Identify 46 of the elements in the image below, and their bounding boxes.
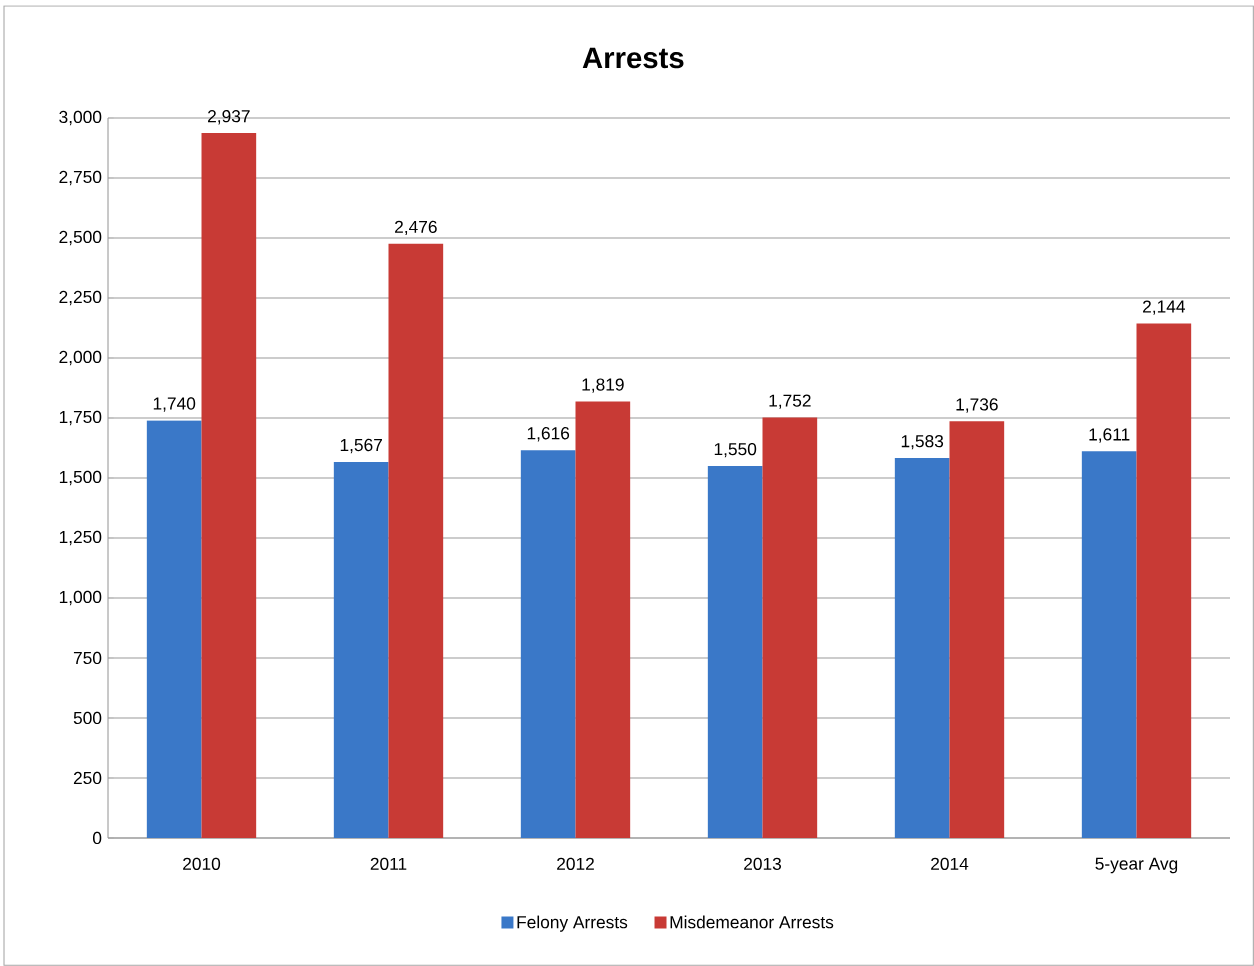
bar bbox=[333, 461, 389, 838]
data-label: 2,476 bbox=[395, 220, 437, 236]
y-tick-label: 250 bbox=[73, 771, 102, 785]
data-label: 1,567 bbox=[340, 438, 382, 454]
y-tick-label: 2,500 bbox=[59, 230, 102, 246]
x-tick-label: 2010 bbox=[183, 857, 221, 870]
data-label: 1,752 bbox=[769, 394, 811, 409]
x-tick-label: 2011 bbox=[370, 857, 407, 870]
data-label: 1,616 bbox=[527, 427, 570, 442]
bar bbox=[520, 450, 576, 838]
data-label: 1,611 bbox=[1089, 428, 1130, 443]
x-tick-label: 2014 bbox=[931, 857, 969, 870]
bar bbox=[575, 401, 631, 838]
y-tick-label: 750 bbox=[73, 651, 102, 665]
chart-title: Arrests bbox=[582, 47, 684, 69]
legend-label: Felony Arrests bbox=[517, 915, 628, 932]
legend-label: Misdemeanor Arrests bbox=[670, 915, 834, 929]
bar bbox=[1136, 323, 1192, 838]
y-tick-label: 2,250 bbox=[59, 290, 102, 306]
bar bbox=[707, 465, 763, 838]
data-label: 2,937 bbox=[208, 110, 250, 125]
y-tick-label: 1,500 bbox=[59, 470, 102, 486]
y-tick-label: 2,000 bbox=[59, 350, 102, 366]
y-tick-label: 500 bbox=[73, 711, 102, 725]
bar bbox=[1081, 451, 1137, 838]
x-tick-label: 5-year Avg bbox=[1095, 857, 1178, 874]
bar bbox=[388, 243, 444, 838]
data-label: 1,740 bbox=[153, 397, 196, 412]
bar bbox=[894, 458, 950, 838]
bar bbox=[201, 133, 257, 838]
y-tick-label: 1,250 bbox=[59, 530, 102, 546]
data-label: 1,583 bbox=[901, 435, 944, 450]
data-label: 1,736 bbox=[956, 398, 998, 413]
data-label: 1,550 bbox=[714, 442, 757, 458]
y-tick-label: 1,750 bbox=[59, 410, 102, 426]
y-tick-label: 1,000 bbox=[59, 590, 102, 606]
y-tick-label: 0 bbox=[92, 831, 102, 845]
x-tick-label: 2013 bbox=[744, 857, 782, 870]
data-label: 1,819 bbox=[582, 378, 624, 393]
y-tick-label: 2,750 bbox=[59, 170, 102, 186]
bar bbox=[949, 421, 1005, 838]
y-tick-label: 3,000 bbox=[59, 110, 102, 126]
x-tick-label: 2012 bbox=[557, 857, 594, 870]
bar bbox=[146, 420, 202, 838]
data-label: 2,144 bbox=[1143, 300, 1186, 315]
bar bbox=[762, 417, 818, 838]
